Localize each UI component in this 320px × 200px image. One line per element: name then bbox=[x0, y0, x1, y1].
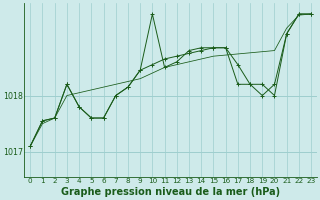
X-axis label: Graphe pression niveau de la mer (hPa): Graphe pression niveau de la mer (hPa) bbox=[61, 187, 280, 197]
